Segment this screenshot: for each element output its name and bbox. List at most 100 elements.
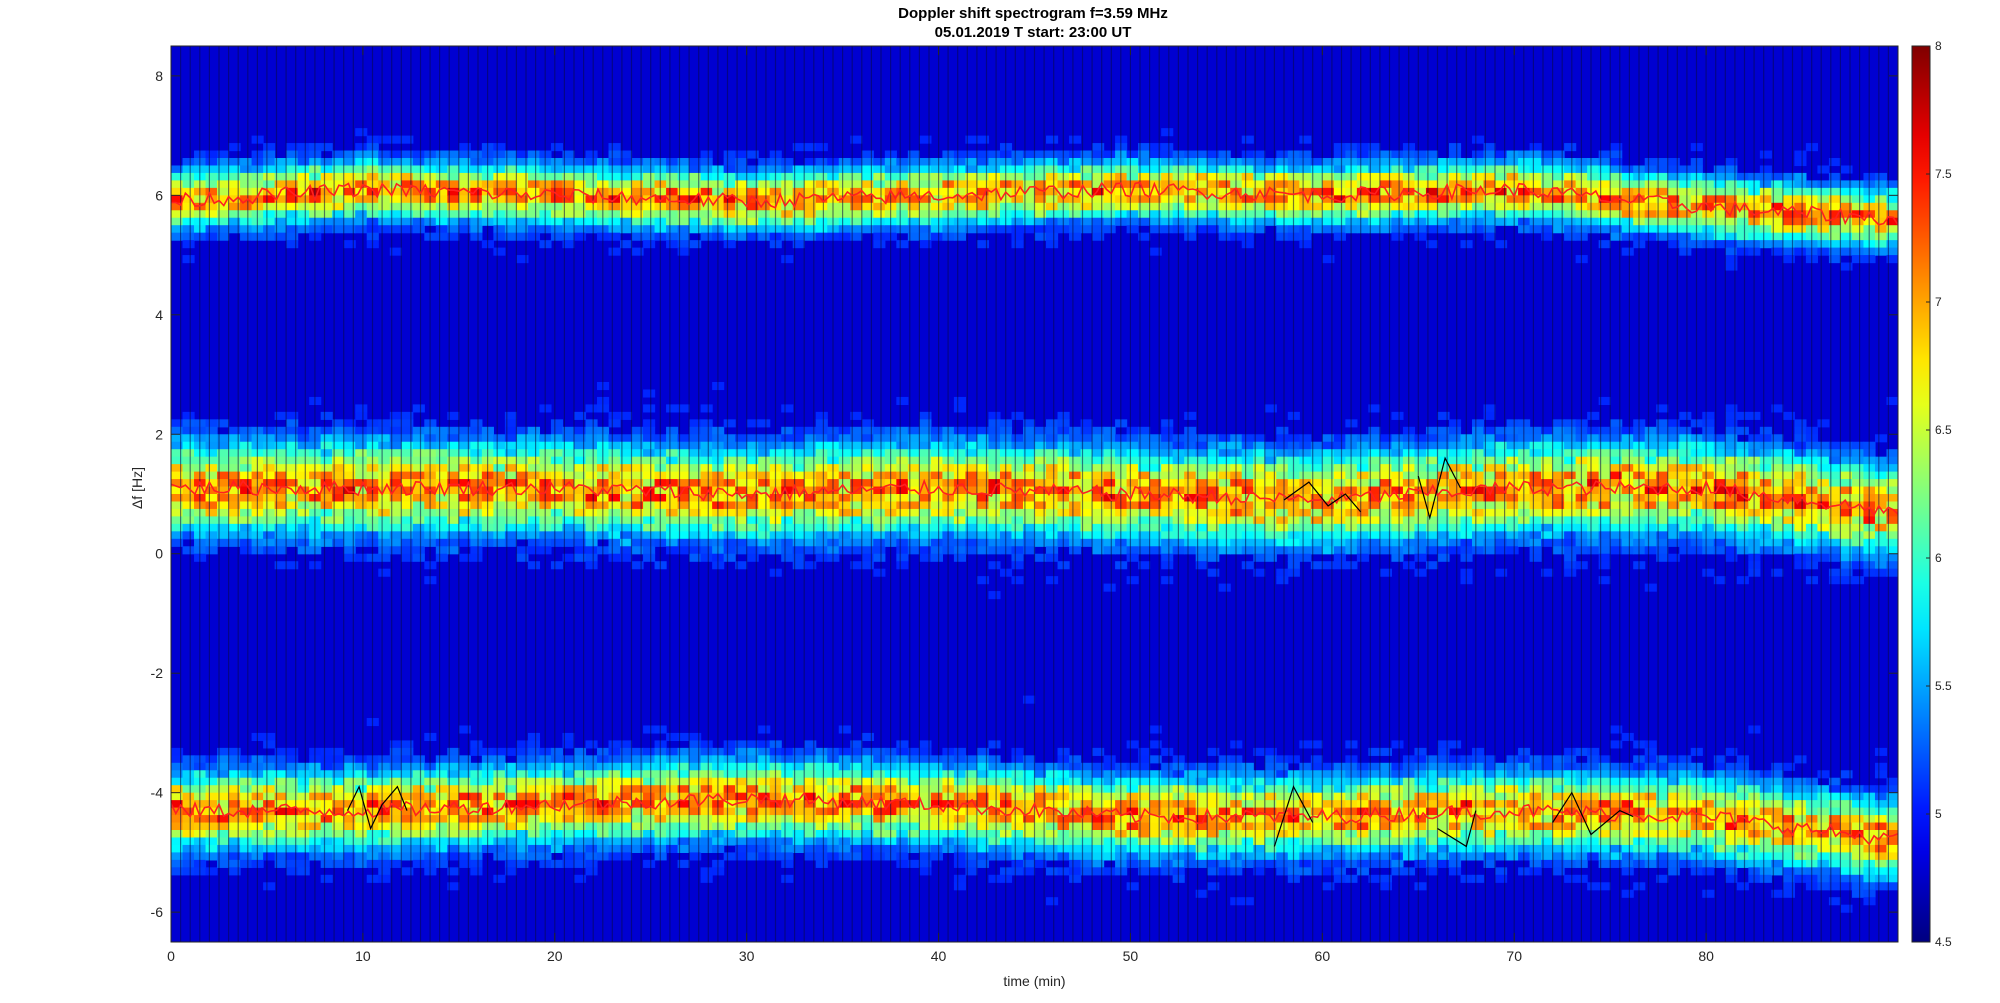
heatmap-cell <box>620 434 633 443</box>
heatmap-cell <box>643 822 656 831</box>
heatmap-cell <box>1333 187 1346 196</box>
heatmap-cell <box>412 225 425 234</box>
heatmap-cell <box>470 464 483 473</box>
heatmap-cell <box>1414 449 1427 458</box>
heatmap-cell <box>1299 867 1312 876</box>
heatmap-cell <box>907 800 920 809</box>
heatmap-cell <box>1011 576 1024 585</box>
heatmap-cell <box>873 165 886 174</box>
heatmap-cell <box>458 210 471 219</box>
heatmap-cell <box>343 822 356 831</box>
heatmap-cell <box>677 464 690 473</box>
heatmap-cell <box>504 202 517 211</box>
heatmap-cell <box>850 770 863 779</box>
heatmap-cell <box>1264 479 1277 488</box>
heatmap-cell <box>573 202 587 211</box>
heatmap-cell <box>873 195 886 204</box>
heatmap-cell <box>343 217 356 226</box>
heatmap-cell <box>1276 867 1289 876</box>
heatmap-cell <box>677 187 690 196</box>
heatmap-cell <box>930 844 943 853</box>
heatmap-cell <box>562 807 575 816</box>
heatmap-cell <box>182 807 195 816</box>
heatmap-cell <box>1299 777 1312 786</box>
heatmap-cell <box>493 187 506 196</box>
heatmap-cell <box>527 210 541 219</box>
heatmap-cell <box>804 494 817 503</box>
heatmap-cell <box>274 464 287 473</box>
heatmap-cell <box>1069 815 1082 824</box>
heatmap-cell <box>516 852 529 861</box>
heatmap-cell <box>1046 419 1059 428</box>
heatmap-cell <box>1184 225 1197 234</box>
heatmap-cell <box>286 150 299 159</box>
heatmap-cell <box>447 777 460 786</box>
heatmap-cell <box>297 434 310 443</box>
heatmap-cell <box>1264 538 1277 547</box>
heatmap-cell <box>677 494 690 503</box>
heatmap-cell <box>758 815 771 824</box>
heatmap-cell <box>412 479 425 488</box>
heatmap-cell <box>389 210 402 219</box>
heatmap-cell <box>976 494 990 503</box>
heatmap-cell <box>550 770 564 779</box>
heatmap-cell <box>723 419 736 428</box>
heatmap-cell <box>804 852 817 861</box>
heatmap-cell <box>378 449 391 458</box>
heatmap-cell <box>1011 516 1024 525</box>
heatmap-cell <box>1241 777 1254 786</box>
heatmap-cell <box>988 471 1001 480</box>
heatmap-cell <box>850 165 863 174</box>
heatmap-cell <box>953 494 967 503</box>
heatmap-cell <box>643 516 656 525</box>
heatmap-cell <box>792 785 805 794</box>
heatmap-cell <box>1253 859 1266 868</box>
heatmap-cell <box>758 837 771 846</box>
heatmap-cell <box>286 434 299 443</box>
heatmap-cell <box>631 815 644 824</box>
heatmap-cell <box>758 822 771 831</box>
heatmap-cell <box>493 165 506 174</box>
heatmap-cell <box>620 158 633 167</box>
heatmap-cell <box>320 800 333 809</box>
heatmap-cell <box>516 822 529 831</box>
heatmap-cell <box>274 546 287 555</box>
heatmap-cell <box>1253 852 1266 861</box>
heatmap-cell <box>850 217 863 226</box>
heatmap-cell <box>792 232 805 241</box>
heatmap-cell <box>907 770 920 779</box>
heatmap-cell <box>1391 740 1404 749</box>
heatmap-cell <box>240 217 253 226</box>
heatmap-cell <box>1161 195 1174 204</box>
heatmap-cell <box>988 165 1001 174</box>
heatmap-cell <box>1184 434 1197 443</box>
heatmap-cell <box>1011 747 1024 756</box>
heatmap-cell <box>677 844 690 853</box>
heatmap-cell <box>861 195 874 204</box>
heatmap-cell <box>1011 494 1024 503</box>
heatmap-cell <box>401 464 414 473</box>
heatmap-cell <box>1069 172 1082 181</box>
heatmap-cell <box>1276 494 1289 503</box>
heatmap-cell <box>1379 456 1393 465</box>
heatmap-cell <box>1333 217 1346 226</box>
heatmap-cell <box>458 815 471 824</box>
heatmap-cell <box>297 150 310 159</box>
heatmap-cell <box>378 195 391 204</box>
heatmap-cell <box>1092 486 1105 495</box>
heatmap-cell <box>332 434 345 443</box>
heatmap-cell <box>631 464 644 473</box>
heatmap-cell <box>1184 479 1197 488</box>
heatmap-cell <box>758 449 771 458</box>
heatmap-cell <box>1161 867 1174 876</box>
heatmap-cell <box>401 762 414 771</box>
heatmap-cell <box>286 165 299 174</box>
heatmap-cell <box>240 225 253 234</box>
heatmap-cell <box>562 456 575 465</box>
heatmap-cell <box>1218 762 1231 771</box>
heatmap-cell <box>573 830 587 839</box>
heatmap-cell <box>1391 822 1404 831</box>
heatmap-cell <box>988 479 1001 488</box>
heatmap-cell <box>1022 180 1036 189</box>
heatmap-cell <box>205 516 218 525</box>
